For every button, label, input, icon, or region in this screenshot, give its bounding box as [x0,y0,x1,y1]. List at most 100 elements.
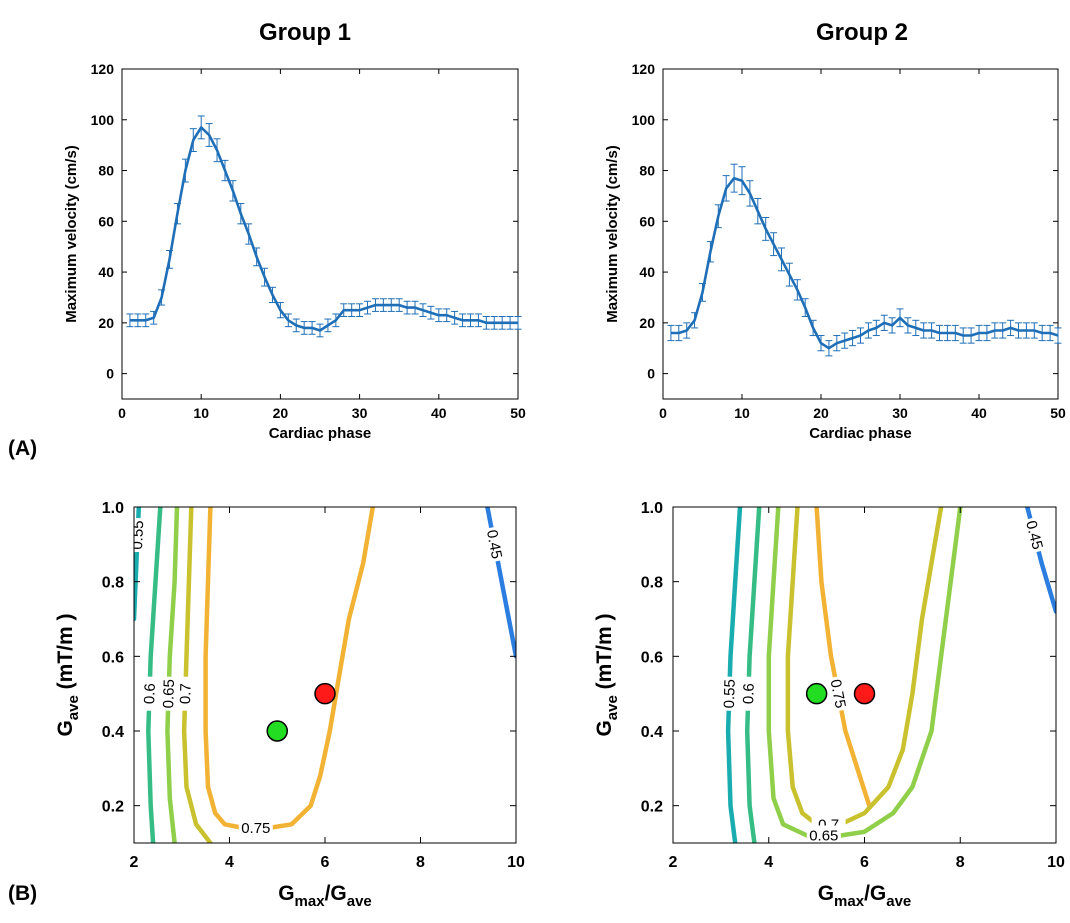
contour-line-0.75 [814,507,872,808]
x-tick-label: 4 [225,854,234,871]
contour-lines: 0.75 0.70.650.6 0.55 0.45 [134,507,516,843]
x-tick-label: 40 [971,405,987,421]
x-tick-label: 8 [956,854,965,871]
marker-red [853,682,876,705]
x-tick-label: 10 [193,405,209,421]
y-tick-label: 80 [639,163,655,179]
x-tick-label: 20 [273,405,289,421]
contour-label-bg [718,676,740,712]
contour-label-group: 0.55 [134,517,149,553]
contour-line-0.6 [744,507,762,843]
x-tick-label: 10 [1047,854,1065,871]
contour-line-0.75 [203,507,376,831]
series-line [670,176,1059,350]
x-tick-label: 0 [659,405,667,421]
x-tick-label: 0 [118,405,126,421]
y-tick-label: 0.6 [102,649,124,666]
x-tick-label: 6 [321,854,330,871]
contour-label-group: 0.45 [1020,516,1049,554]
contour-label-group: 0.55 [718,676,740,712]
chart-title-group1: Group 1 [259,19,351,46]
contour-plot-group1: 0.750.70.650.60.55 0.452 4 6 8 100.20.40.60.8… [54,500,525,910]
y-tick-label: 20 [639,315,655,331]
contour-label-bg [481,525,508,563]
y-tick-label: 20 [98,315,114,331]
contour-label: 0.75 [241,820,270,837]
y-tick-label: 40 [98,264,114,280]
contour-line-0.6 [146,507,163,843]
y-axis-label: Gave (mT/m ) [593,613,621,736]
y-tick-label: 100 [91,112,115,128]
marker-red [314,682,336,705]
plot-frame [662,68,1059,400]
y-tick-label: 0 [647,366,655,382]
x-axis-label: Cardiac phase [809,425,912,442]
contour-label-group: 0.65 [158,676,180,712]
y-tick-label: 0 [106,366,114,382]
y-tick-label: 120 [91,61,115,77]
marker-green [805,682,828,705]
contour-label: 0.45 [1022,519,1046,552]
contour-label-bg [806,825,841,843]
x-tick-label: 2 [130,854,139,871]
y-tick-label: 120 [632,61,656,77]
y-tick-label: 0.6 [641,649,663,666]
series-line [129,126,518,332]
x-tick-label: 4 [764,854,773,871]
x-tick-label: 50 [510,405,526,421]
contour-label-bg [238,818,273,839]
y-tick-label: 0.4 [641,724,663,741]
contour-line-0.7 [181,507,213,843]
contour-label-bg [174,676,196,712]
contour-label-bg [1020,516,1049,554]
contour-label: 0.7 [177,683,195,704]
contour-label: 0.65 [160,679,178,709]
x-axis-label: Cardiac phase [269,425,372,442]
velocity-plot-group1: 0 10 20 30 40 50 0 20 40 60 80 100 120 Cardiac phase M… [63,61,526,442]
contour-label: 0.75 [827,678,849,710]
marker-green [266,720,288,742]
y-tick-label: 0.8 [102,575,124,592]
contour-label-group: 0.45 [481,525,508,563]
velocity-plot-group2: 0 10 20 30 40 50 0 20 40 60 80 100 120 Cardiac phase M… [604,61,1066,442]
y-tick-label: 40 [639,264,655,280]
y-tick-label: 0.8 [641,575,663,592]
y-tick-label: 1.0 [102,500,124,517]
contour-label-group: 0.7 [174,676,196,712]
y-tick-label: 100 [632,112,656,128]
contour-line-0.65 [165,507,180,843]
y-tick-label: 1.0 [641,500,663,517]
contour-label-bg [737,676,759,712]
plot-frame [121,68,519,400]
x-tick-label: 10 [734,405,750,421]
contour-label-group: 0.75 [238,818,273,839]
contour-label-bg [158,676,180,712]
contour-label-group: 0.65 [806,825,841,845]
contour-label-group: 0.75 [825,675,852,713]
x-tick-label: 8 [416,854,425,871]
contour-line-0.55 [725,507,743,843]
contour-label: 0.55 [721,679,739,709]
contour-label: 0.6 [740,683,758,704]
x-tick-label: 20 [813,405,829,421]
x-tick-label: 2 [669,854,678,871]
contour-lines: 0.750.70.650.60.550.45 [718,507,1056,845]
contour-label: 0.65 [809,828,838,845]
y-tick-label: 60 [98,213,114,229]
x-tick-label: 10 [507,854,525,871]
x-tick-label: 6 [860,854,869,871]
y-tick-label: 0.2 [102,799,124,816]
contour-label-group: 0.6 [737,676,759,712]
contour-plot-group2: 0.750.70.650.60.550.452 4 6 8 100.20.40.60.8… [593,500,1065,910]
panel-label-a: (A) [8,437,37,460]
x-tick-label: 50 [1050,405,1066,421]
x-axis-label: Gmax/Gave [278,882,372,910]
y-axis-label: Maximum velocity (cm/s) [604,145,621,323]
contour-label-group: 0.6 [138,676,161,712]
contour-label-bg [138,676,161,712]
y-tick-label: 0.4 [102,724,124,741]
y-axis-label: Maximum velocity (cm/s) [63,145,80,323]
x-tick-label: 30 [352,405,368,421]
y-tick-label: 80 [98,163,114,179]
